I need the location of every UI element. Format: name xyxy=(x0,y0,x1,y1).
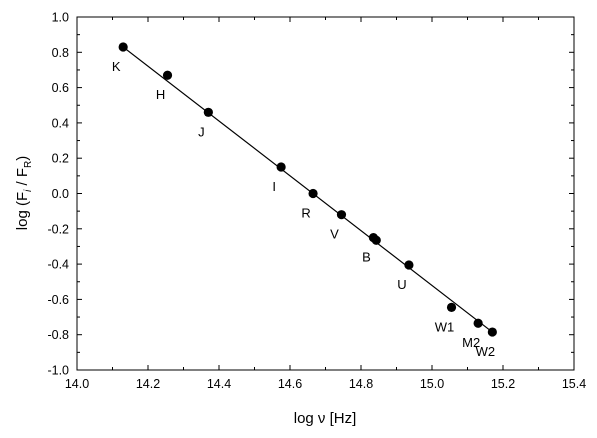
y-axis-title-sub: i xyxy=(23,189,34,192)
point-label: M2 xyxy=(462,335,480,350)
data-point xyxy=(371,235,381,245)
point-label: K xyxy=(112,59,121,74)
point-label: V xyxy=(330,227,339,242)
y-axis-title-part: ) xyxy=(14,156,31,161)
data-point xyxy=(446,302,457,312)
point-label: B xyxy=(362,250,371,265)
x-tick-label: 15.0 xyxy=(420,377,444,391)
data-point xyxy=(118,42,128,52)
data-points xyxy=(118,42,497,337)
y-tick-label: -0.6 xyxy=(47,293,69,307)
plot-border xyxy=(76,16,575,371)
x-tick-label: 14.2 xyxy=(136,377,160,391)
y-tick-label: -0.4 xyxy=(47,258,69,272)
point-label: U xyxy=(397,277,406,292)
data-point xyxy=(162,70,173,80)
y-axis-title-sub: R xyxy=(23,161,34,168)
x-tick-label: 14.8 xyxy=(349,377,373,391)
y-axis-title-part: log (F xyxy=(14,192,31,230)
x-tick-label: 14.4 xyxy=(207,377,231,391)
point-label: J xyxy=(198,124,205,139)
point-label: W2 xyxy=(476,344,496,359)
y-axis: 1.0 0.8 0.6 0.4 0.2 0.0 -0.2 -0.4 -0.6 -0.8 -1.0 xyxy=(47,11,574,378)
data-point xyxy=(336,210,347,220)
y-tick-label: -0.8 xyxy=(47,328,69,342)
x-axis-title: log ν [Hz] xyxy=(294,410,357,427)
y-axis-title: log (Fi / FR) xyxy=(14,156,34,230)
fit-line xyxy=(122,46,493,333)
y-tick-label: -1.0 xyxy=(47,364,69,378)
fit-line-group xyxy=(122,46,493,333)
y-tick-label: 0.0 xyxy=(52,187,69,201)
plot-frame xyxy=(76,16,575,371)
y-tick-label: 1.0 xyxy=(52,11,69,25)
y-tick-label: 0.4 xyxy=(52,116,69,130)
x-tick-label: 15.4 xyxy=(562,377,586,391)
point-label: R xyxy=(301,206,310,221)
point-label: W1 xyxy=(435,319,455,334)
x-axis: 14.0 14.2 14.4 14.6 14.8 15.0 15.2 15.4 xyxy=(65,17,586,391)
data-point xyxy=(487,327,497,337)
y-tick-label: -0.2 xyxy=(47,222,69,236)
data-point xyxy=(404,260,414,270)
y-tick-label: 0.2 xyxy=(52,152,69,166)
data-point xyxy=(308,188,318,199)
data-point xyxy=(203,107,213,117)
x-tick-label: 14.0 xyxy=(65,377,89,391)
data-point xyxy=(473,318,483,328)
point-label: I xyxy=(272,179,276,194)
y-tick-label: 0.8 xyxy=(52,46,69,60)
data-point xyxy=(276,162,286,172)
y-axis-title-part: / F xyxy=(14,168,31,190)
x-tick-label: 14.6 xyxy=(278,377,302,391)
x-tick-label: 15.2 xyxy=(491,377,515,391)
point-label: H xyxy=(156,87,165,102)
y-tick-label: 0.6 xyxy=(52,81,69,95)
